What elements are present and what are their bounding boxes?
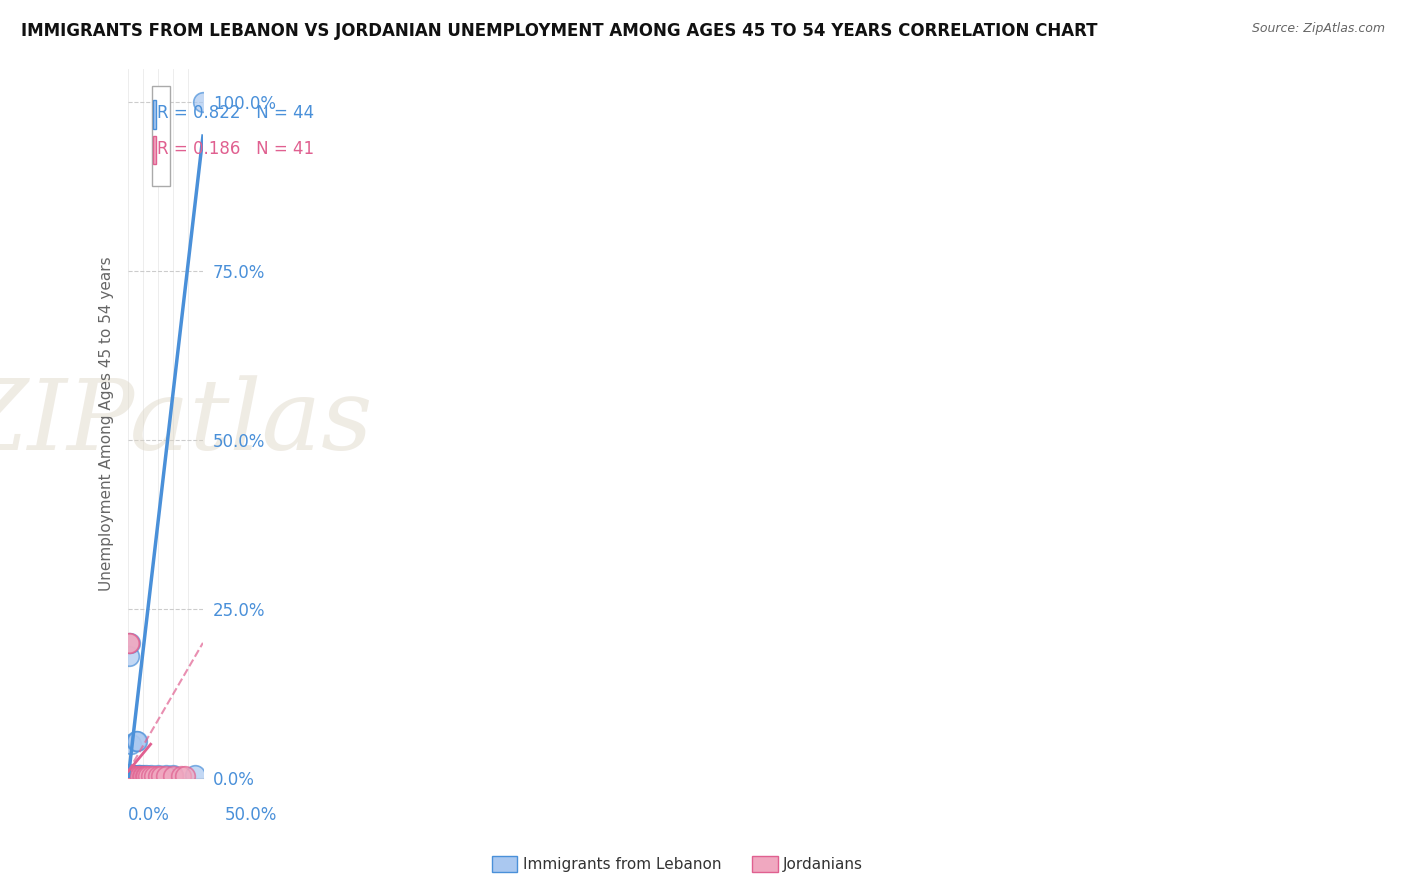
Point — [120, 767, 142, 781]
Point — [118, 769, 141, 783]
Point — [155, 769, 177, 783]
Point — [169, 769, 191, 783]
Point — [118, 767, 141, 781]
Point — [120, 636, 142, 650]
Point — [127, 767, 149, 781]
Point — [118, 769, 141, 783]
Point — [162, 767, 184, 781]
Point — [128, 769, 150, 783]
Point — [121, 769, 143, 783]
Point — [118, 769, 141, 783]
Point — [129, 767, 152, 781]
Point — [125, 769, 148, 783]
Point — [120, 769, 142, 783]
Text: Jordanians: Jordanians — [783, 857, 863, 871]
Point — [118, 769, 141, 783]
Point — [118, 768, 141, 782]
FancyBboxPatch shape — [152, 87, 170, 186]
Text: 50.0%: 50.0% — [225, 806, 277, 824]
Point — [118, 767, 141, 781]
Point — [131, 769, 153, 783]
Point — [122, 767, 145, 781]
Point — [118, 769, 141, 783]
Point — [132, 767, 155, 781]
Point — [117, 769, 139, 783]
Point — [118, 768, 141, 782]
Point — [132, 769, 155, 783]
Bar — [153, 101, 156, 128]
Point — [117, 767, 139, 781]
Point — [118, 768, 141, 782]
Point — [118, 767, 141, 781]
Point — [118, 768, 141, 782]
Text: R = 0.822   N = 44: R = 0.822 N = 44 — [157, 104, 314, 122]
Point — [118, 768, 141, 782]
Point — [121, 767, 143, 781]
Text: ZIPatlas: ZIPatlas — [0, 376, 373, 471]
Point — [118, 767, 141, 781]
Point — [118, 636, 141, 650]
Point — [117, 769, 139, 783]
Point — [118, 768, 141, 782]
Point — [118, 768, 141, 782]
Text: Immigrants from Lebanon: Immigrants from Lebanon — [523, 857, 721, 871]
Text: R = 0.186   N = 41: R = 0.186 N = 41 — [157, 140, 314, 158]
Point — [191, 95, 214, 110]
Text: IMMIGRANTS FROM LEBANON VS JORDANIAN UNEMPLOYMENT AMONG AGES 45 TO 54 YEARS CORR: IMMIGRANTS FROM LEBANON VS JORDANIAN UNE… — [21, 22, 1098, 40]
Point — [117, 769, 139, 783]
Point — [118, 769, 141, 783]
Point — [118, 767, 141, 781]
Point — [162, 769, 184, 783]
Point — [120, 769, 142, 783]
Point — [135, 769, 157, 783]
Point — [118, 769, 141, 783]
Point — [117, 768, 139, 782]
Point — [118, 767, 141, 781]
Point — [118, 636, 141, 650]
Point — [118, 769, 141, 783]
Point — [118, 767, 141, 781]
Y-axis label: Unemployment Among Ages 45 to 54 years: Unemployment Among Ages 45 to 54 years — [100, 256, 114, 591]
Point — [139, 769, 162, 783]
Text: 0.0%: 0.0% — [128, 806, 170, 824]
Point — [155, 767, 177, 781]
Point — [120, 768, 142, 782]
Point — [184, 767, 207, 781]
Point — [118, 767, 141, 781]
Point — [146, 769, 169, 783]
Point — [117, 767, 139, 781]
Point — [150, 769, 173, 783]
Point — [120, 769, 142, 783]
Bar — [153, 136, 156, 164]
Point — [118, 768, 141, 782]
Point — [128, 767, 150, 781]
Point — [118, 768, 141, 782]
Point — [127, 769, 149, 783]
Point — [117, 769, 139, 783]
Point — [129, 769, 152, 783]
Point — [118, 767, 141, 781]
Point — [135, 767, 157, 781]
Point — [121, 769, 143, 783]
Point — [174, 769, 197, 783]
Point — [134, 769, 156, 783]
Point — [118, 649, 141, 664]
Point — [125, 734, 148, 748]
Point — [121, 767, 143, 781]
Point — [118, 769, 141, 783]
Point — [122, 767, 145, 781]
Point — [139, 767, 162, 781]
Text: Source: ZipAtlas.com: Source: ZipAtlas.com — [1251, 22, 1385, 36]
Point — [122, 769, 145, 783]
Point — [136, 769, 159, 783]
Point — [146, 767, 169, 781]
Point — [118, 768, 141, 782]
Point — [127, 734, 149, 748]
Point — [120, 737, 142, 751]
Point — [142, 769, 165, 783]
Point — [118, 767, 141, 781]
Point — [118, 767, 141, 781]
Point — [117, 768, 139, 782]
